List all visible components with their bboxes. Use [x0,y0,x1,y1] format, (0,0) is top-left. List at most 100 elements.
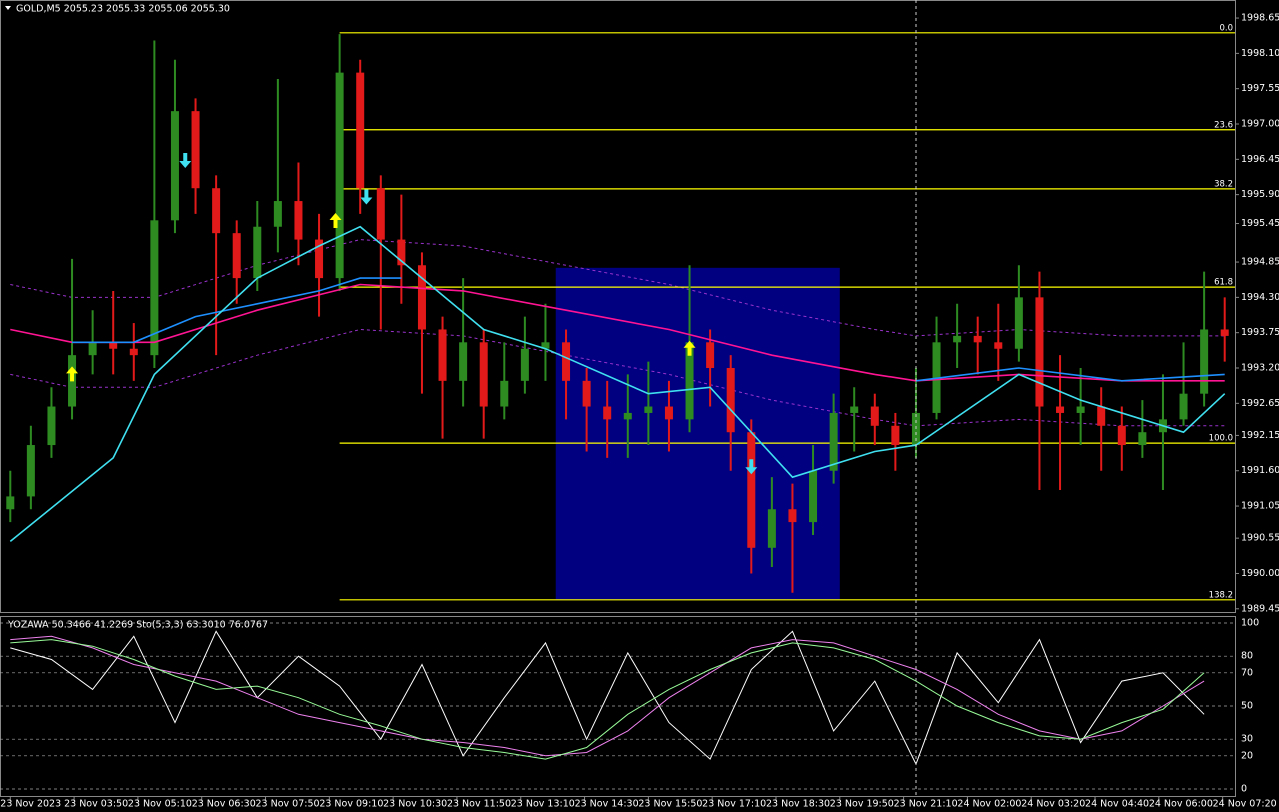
y-tick-label: 1997.00 [1241,119,1279,130]
envelope-line [10,239,1225,337]
bar-body [417,265,426,330]
bar-body [603,406,612,420]
y-tick-label: 1995.90 [1241,189,1279,200]
x-tick-label: 23 Nov 07:50 [256,799,320,810]
moving-average [9,225,1226,543]
price-panel [0,0,1236,613]
x-tick-label: 24 Nov 07:20 [1213,799,1277,810]
y-tick-label: 1989.45 [1241,603,1279,614]
bar-body [253,226,262,279]
x-tick-label: 23 Nov 18:30 [766,799,830,810]
bar-body [726,368,735,433]
bar-body [685,342,694,420]
oscillator-panel [0,616,1236,797]
bar-body [26,445,35,497]
bar-body [644,406,653,413]
signal-arrow [179,152,192,168]
fib-label: 138.2 [1209,590,1233,600]
x-tick-label: 24 Nov 03:20 [1021,799,1085,810]
y-tick-label: 20 [1241,750,1253,761]
x-tick-label: 23 Nov 19:50 [830,799,894,810]
bar-body [438,329,447,381]
bar-body [520,348,529,381]
bar-body [88,342,97,356]
bar-body [706,342,715,368]
bar-body [1220,329,1229,336]
bar-body [6,496,15,510]
y-tick-label: 1991.60 [1241,465,1279,476]
x-tick-label: 23 Nov 03:50 [64,799,128,810]
bar-body [1014,297,1023,349]
y-tick-label: 100 [1241,617,1259,628]
moving-average [10,283,1225,382]
bar-body [500,380,509,407]
y-tick-label: 1995.45 [1241,218,1279,229]
x-tick-label: 24 Nov 06:00 [1149,799,1213,810]
x-tick-label: 23 Nov 06:30 [192,799,256,810]
bar-body [994,342,1003,349]
menu-icon[interactable] [5,6,11,10]
bar-body [664,406,673,420]
oscillator-line [10,639,1205,760]
bar-body [788,509,797,523]
bar-body [356,72,365,189]
y-tick-label: 1993.75 [1241,327,1279,338]
x-tick-label: 23 Nov 05:10 [128,799,192,810]
fib-label: 38.2 [1214,179,1233,189]
oscillator-line [10,635,1205,757]
bar-body [170,111,179,221]
bar-body [212,188,221,234]
oscillator-line [10,630,1205,766]
bar-body [1076,406,1085,413]
bar-body [129,348,138,356]
y-tick-label: 30 [1241,734,1253,745]
bar-body [1035,297,1044,407]
indicator-title: YOZAWA 50.3466 41.2269 Sto(5,3,3) 63.301… [7,620,268,631]
y-tick-label: 1990.55 [1241,533,1279,544]
bar-body [1179,393,1188,420]
y-tick-label: 1998.65 [1241,13,1279,24]
x-tick-label: 23 Nov 21:10 [894,799,958,810]
chart-title: GOLD,M5 2055.23 2055.33 2055.06 2055.30 [16,4,230,15]
y-tick-label: 1998.10 [1241,48,1279,59]
bar-body [767,509,776,548]
fib-label: 100.0 [1209,434,1233,444]
y-tick-label: 1992.15 [1241,430,1279,441]
x-tick-label: 23 Nov 2023 [0,799,61,810]
signal-arrow [360,189,373,205]
bar-body [1138,432,1147,446]
bar-body [150,220,159,356]
signal-arrow [745,459,758,475]
y-tick-label: 1992.65 [1241,398,1279,409]
fib-label: 23.6 [1214,120,1233,130]
moving-average [915,367,1225,382]
x-tick-label: 23 Nov 09:10 [319,799,383,810]
bar-body [294,201,303,240]
bar-body [1097,406,1106,426]
bar-body [1200,329,1209,394]
bar-body [376,188,385,240]
y-tick-label: 70 [1241,667,1253,678]
y-tick-label: 1990.00 [1241,568,1279,579]
bar-body [829,412,838,471]
bar-body [747,432,756,548]
y-tick-label: 80 [1241,651,1253,662]
bar-body [232,233,241,279]
y-tick-label: 1997.55 [1241,83,1279,94]
envelope-line [10,328,1225,427]
bar-body [891,425,900,446]
bar-body [479,342,488,407]
signal-arrow [329,212,342,228]
bar-body [335,72,344,279]
bar-body [541,342,550,349]
y-tick-label: 1993.20 [1241,363,1279,374]
fib-label: 61.8 [1214,278,1233,288]
signal-arrow [66,366,79,382]
bar-body [1117,425,1126,446]
signal-arrow [683,340,696,356]
bar-body [459,342,468,381]
x-tick-label: 23 Nov 17:10 [702,799,766,810]
bar-body [273,201,282,227]
bar-body [582,380,591,407]
